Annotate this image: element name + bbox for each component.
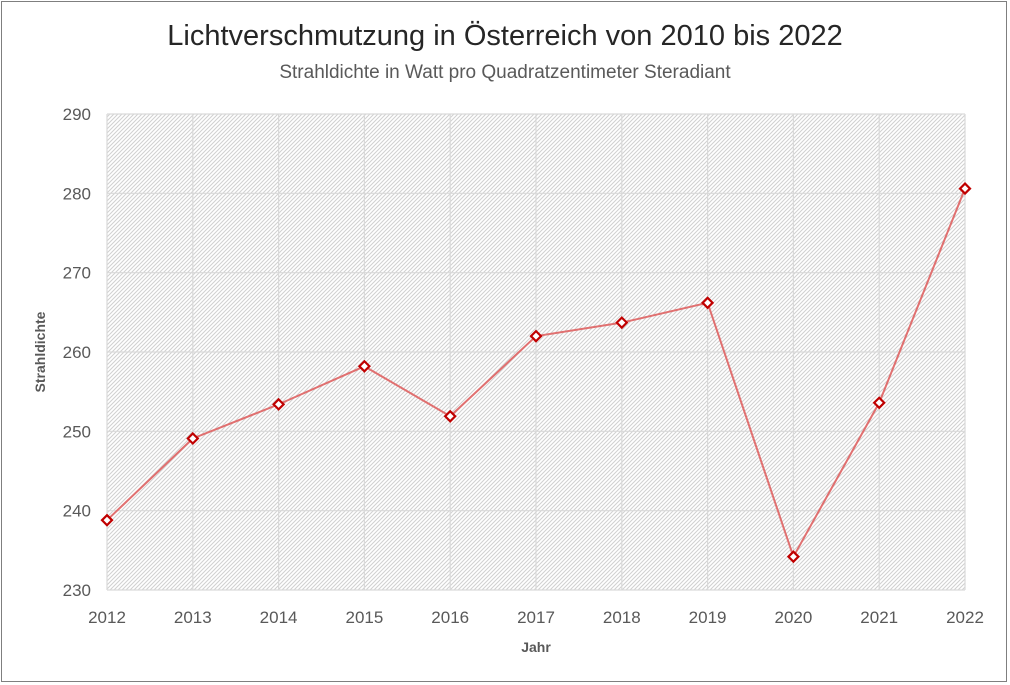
y-tick-label: 230: [63, 581, 91, 600]
x-tick-label: 2021: [860, 608, 898, 627]
data-point: [701, 296, 715, 310]
data-point: [186, 431, 200, 446]
series-layer: [100, 182, 972, 564]
x-tick-label: 2014: [260, 608, 298, 627]
x-tick-label: 2012: [88, 608, 126, 627]
data-point: [958, 182, 972, 196]
data-point: [272, 397, 286, 411]
x-tick-label: 2018: [603, 608, 641, 627]
x-axis-title: Jahr: [521, 639, 551, 655]
data-point: [872, 396, 886, 410]
data-point: [100, 513, 114, 527]
data-point: [443, 409, 457, 423]
y-axis-title: Strahldichte: [32, 311, 48, 392]
x-tick-label: 2015: [345, 608, 383, 627]
y-tick-label: 250: [63, 422, 91, 441]
x-tick-label: 2013: [174, 608, 212, 627]
data-point: [786, 550, 800, 564]
y-axis-ticks: 230 240 250 260 270 280 290: [63, 105, 91, 600]
x-axis-ticks: 2012 2013 2014 2015 2016 2017 2018 2019 2020 2021…: [88, 608, 984, 627]
x-tick-label: 2017: [517, 608, 555, 627]
x-tick-label: 2020: [774, 608, 812, 627]
data-point: [357, 359, 371, 373]
y-tick-label: 240: [63, 502, 91, 521]
x-tick-label: 2019: [689, 608, 727, 627]
gridlines: [106, 113, 966, 591]
y-tick-label: 260: [63, 343, 91, 362]
chart-subtitle: Strahldichte in Watt pro Quadratzentimet…: [279, 62, 731, 83]
y-tick-label: 290: [63, 105, 91, 124]
data-point: [615, 316, 629, 330]
y-tick-label: 270: [63, 264, 91, 283]
x-tick-label: 2016: [431, 608, 469, 627]
data-point: [529, 329, 543, 343]
y-tick-label: 280: [63, 184, 91, 203]
chart-title: Lichtverschmutzung in Österreich von 201…: [167, 20, 843, 52]
x-tick-label: 2022: [946, 608, 984, 627]
